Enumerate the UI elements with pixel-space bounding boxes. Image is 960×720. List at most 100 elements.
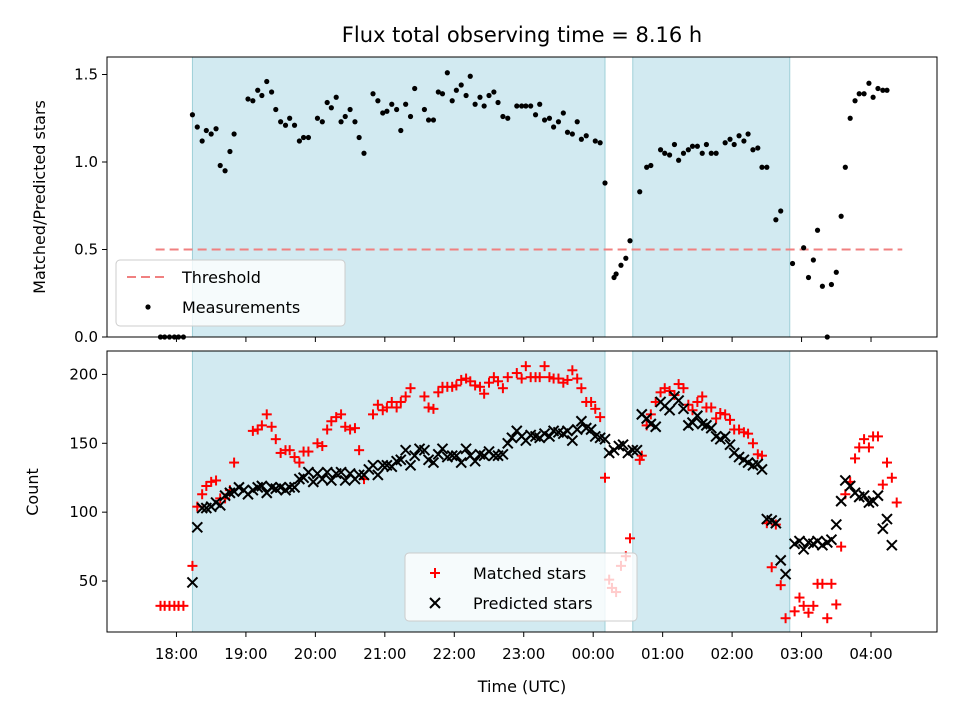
matched-stars-point <box>381 402 392 413</box>
measurements-point <box>264 78 270 85</box>
predicted-stars-point <box>719 430 731 443</box>
measurements-point <box>361 150 367 156</box>
predicted-stars-point <box>705 422 717 434</box>
observing-window-1 <box>632 57 790 337</box>
predicted-stars-point <box>353 469 365 481</box>
y-tick-label: 0.0 <box>74 328 98 346</box>
count-y-label: Count <box>23 468 42 516</box>
measurements-point <box>727 136 733 142</box>
measurements-point <box>472 101 478 107</box>
measurements-point <box>338 119 344 125</box>
x-tick-label: 18:00 <box>155 645 198 663</box>
matched-stars-point <box>720 409 731 420</box>
matched-stars-point <box>808 600 819 611</box>
measurements-point <box>189 112 196 118</box>
predicted-stars-point <box>631 444 643 456</box>
predicted-stars-point <box>288 481 301 494</box>
matched-stars-point <box>678 383 689 394</box>
measurements-point <box>884 87 890 93</box>
ratio-x-ticks <box>175 337 872 342</box>
measurements-point <box>662 150 668 156</box>
measurements-point <box>699 150 705 156</box>
matched-stars-point <box>831 599 842 610</box>
predicted-stars-point <box>877 522 889 535</box>
measurements-point <box>546 115 553 121</box>
matched-stars-point <box>197 489 208 500</box>
measurements-point <box>342 113 348 120</box>
y-tick-label: 50 <box>79 572 98 590</box>
matched-stars-point <box>891 497 902 508</box>
matched-stars-point <box>256 420 267 431</box>
measurements-point <box>694 143 700 149</box>
x-tick-label: 20:00 <box>294 645 337 663</box>
predicted-stars-point <box>775 554 787 567</box>
measurements-point <box>370 91 376 97</box>
measurements-point <box>703 141 710 148</box>
predicted-stars-point <box>283 481 296 494</box>
measurements-point <box>736 133 742 139</box>
measurements-point <box>213 126 219 132</box>
matched-stars-point <box>562 374 573 385</box>
matched-stars-point <box>789 606 800 617</box>
matched-stars-point <box>270 434 281 445</box>
measurements-point <box>300 134 307 141</box>
measurements-point <box>713 150 719 156</box>
measurements-point <box>449 98 455 104</box>
predicted-stars-point <box>585 423 597 436</box>
measurements-point <box>852 98 858 104</box>
measurements-point <box>745 131 751 137</box>
predicted-stars-point <box>756 463 768 476</box>
x-tick-label: 19:00 <box>224 645 267 663</box>
measurements-point <box>564 129 571 135</box>
predicted-stars-point <box>399 444 412 456</box>
matched-stars-point <box>386 396 397 407</box>
measurements-point <box>514 103 520 109</box>
measurements-point <box>676 157 682 163</box>
x-tick-label: 00:00 <box>572 645 615 663</box>
measurements-point <box>773 217 779 223</box>
predicted-stars-point <box>830 518 842 531</box>
matched-stars-point <box>863 442 874 453</box>
predicted-stars-point <box>436 443 449 455</box>
predicted-stars-point <box>408 449 421 462</box>
measurements-point <box>282 122 289 128</box>
measurements-point <box>680 150 687 156</box>
matched-stars-point <box>368 409 379 420</box>
measurements-point <box>671 141 678 148</box>
matched-stars-point <box>211 475 222 486</box>
matched-stars-point <box>780 613 791 624</box>
measurements-point <box>287 115 293 121</box>
measurements-point <box>833 269 839 275</box>
matched-stars-point <box>650 396 661 407</box>
predicted-stars-point <box>418 444 431 456</box>
panel-ratio: 0.0 0.5 1.0 1.5 Matched/Predicted stars Thr… <box>30 56 938 346</box>
measurements-point <box>467 73 473 79</box>
count-y-ticks: 50 100 150 200 <box>69 365 107 590</box>
predicted-stars-point <box>450 449 463 462</box>
measurements-point <box>880 87 886 93</box>
predicted-stars-point <box>256 480 268 492</box>
predicted-stars-point <box>691 410 704 422</box>
predicted-stars-point <box>339 474 351 487</box>
matched-stars-point <box>586 396 597 407</box>
measurements-point <box>347 106 353 113</box>
measurements-point <box>814 227 821 233</box>
predicted-stars-point <box>858 489 870 502</box>
measurements-point <box>778 208 784 214</box>
measurements-point <box>250 98 256 104</box>
predicted-stars-point <box>872 489 884 502</box>
measurements-point <box>407 113 414 120</box>
matched-stars-point <box>826 578 837 589</box>
measurements-point <box>648 162 654 169</box>
legend-measurements-label: Measurements <box>182 298 300 317</box>
predicted-stars-point <box>677 403 690 415</box>
predicted-stars-point <box>575 415 588 427</box>
matched-stars-point <box>266 421 277 432</box>
measurements-point <box>578 136 584 142</box>
predicted-stars-point <box>497 448 509 461</box>
predicted-stars-point <box>455 456 467 469</box>
predicted-stars-point <box>302 466 315 478</box>
matched-stars-point <box>400 391 411 402</box>
legend-threshold-label: Threshold <box>181 268 261 287</box>
measurements-point <box>481 103 487 109</box>
